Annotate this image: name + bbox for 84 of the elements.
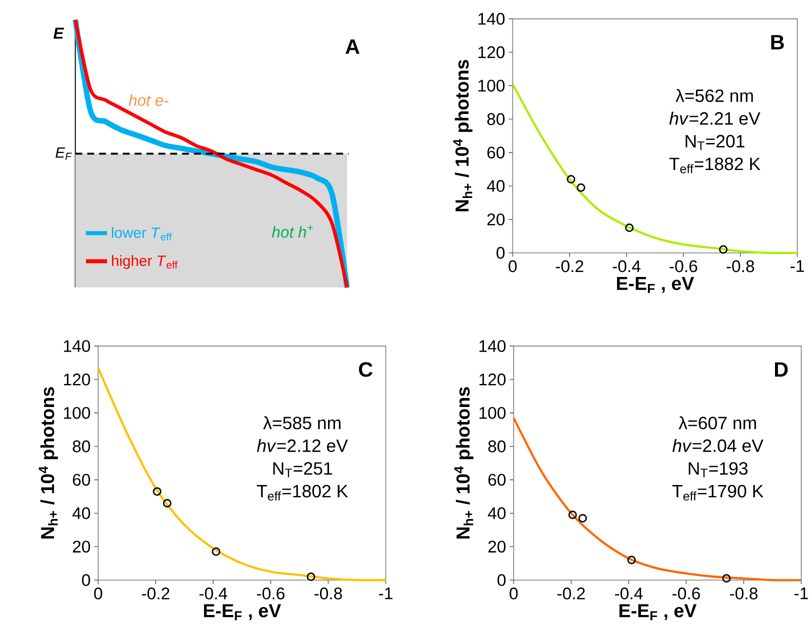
x-tick-label: 0 [510,588,518,600]
legend-label: lower T$_{eff}$ [112,227,172,241]
x-tick-label: 0 [94,588,102,600]
legend-label: higher T$_{eff}$ [112,255,178,270]
y-tick-label: 80 [72,440,90,453]
annotation: λ=607 nm [678,416,756,430]
y-tick-label: 40 [486,180,505,192]
x-tick-label: -0.8 [726,260,754,272]
annotation: N$_{T}$=251 [273,462,332,478]
y-tick-label: 60 [488,474,506,486]
y-tick-label: 20 [72,540,90,553]
annotation: T$_{eff}$=1882 K [669,158,760,174]
y-tick-label: 100 [479,407,506,420]
y-tick-label: 20 [487,214,505,226]
y-tick-label: 80 [488,440,506,453]
y-tick-label: 120 [478,46,505,58]
y-tick-label: 40 [488,507,506,520]
ref-line-label: E$_{F}$ [56,148,72,160]
annotation: λ=562 nm [676,89,753,102]
y-tick-label: 140 [64,340,90,352]
x-tick-label: 0 [508,260,517,272]
y-axis-title: E [53,28,64,39]
point [162,499,172,508]
y-tick-label: 120 [479,374,506,386]
x-tick-label: -0.6 [670,260,698,272]
annotation: hv=2.21 eV [669,112,760,125]
x-tick-label: -0.4 [199,588,228,600]
y-tick-label: 140 [479,340,506,352]
x-axis-title: E-E$_{F}$ , eV [620,604,697,620]
y-axis-title: N$_{h+}$ / 10$^{4}$ photons [453,60,472,212]
y-tick-label: 60 [487,146,505,159]
y-axis-title: N$_{h+}$ / 10$^{4}$ photons [38,387,58,539]
x-tick-label: -0.6 [672,588,700,600]
annotation: N$_{T}$=193 [688,462,748,478]
y-tick-label: 140 [478,13,505,25]
annotation: λ=585 nm [263,416,340,430]
x-axis-title: E-E$_{F}$ , eV [204,604,282,620]
line-series [512,83,798,254]
x-tick-label: -0.4 [614,588,643,600]
annotation: hot e- [128,94,169,106]
y-axis-title: N$_{h+}$ / 10$^{4}$ photons [454,387,474,539]
x-tick-label: -0.2 [142,588,170,600]
point [568,510,577,520]
text: D [775,362,788,377]
x-tick-label: -1 [379,588,392,600]
x-tick-label: -0.8 [730,588,758,600]
point [152,487,162,496]
x-tick-label: -0.8 [314,588,342,600]
annotation: hv=2.04 eV [672,439,764,452]
y-tick-label: 0 [82,574,90,586]
text: C [358,362,373,378]
x-tick-label: -1 [790,260,804,272]
text: B [771,35,784,50]
annotation: N$_{T}$=201 [686,135,744,150]
point [566,175,576,184]
annotation: hot h$^{+}$ [272,225,313,238]
y-tick-label: 120 [64,374,90,386]
text: A [346,40,360,54]
point [578,514,587,523]
point [722,574,731,583]
y-tick-label: 80 [487,113,505,126]
y-tick-label: 40 [72,507,90,520]
line-series [512,417,802,582]
annotation: hv=2.12 eV [256,439,348,452]
point [625,224,634,232]
x-tick-label: -0.6 [256,588,284,600]
x-tick-label: -1 [794,588,808,600]
y-tick-label: 0 [496,247,505,260]
y-tick-label: 60 [72,474,90,486]
y-tick-label: 100 [478,80,505,92]
annotation: T$_{eff}$=1790 K [672,485,764,501]
y-tick-label: 20 [488,540,506,553]
point [306,572,316,582]
x-tick-label: -0.2 [557,588,585,600]
point [627,556,636,564]
x-tick-label: -0.4 [612,260,640,272]
annotation: T$_{eff}$=1802 K [256,485,348,501]
y-tick-label: 100 [64,407,90,420]
y-tick-label: 0 [498,574,506,586]
point [212,548,220,556]
point [576,184,586,192]
x-tick-label: -0.2 [556,260,584,272]
x-axis-title: E-E$_{F}$ , eV [617,277,694,294]
point [719,245,728,254]
